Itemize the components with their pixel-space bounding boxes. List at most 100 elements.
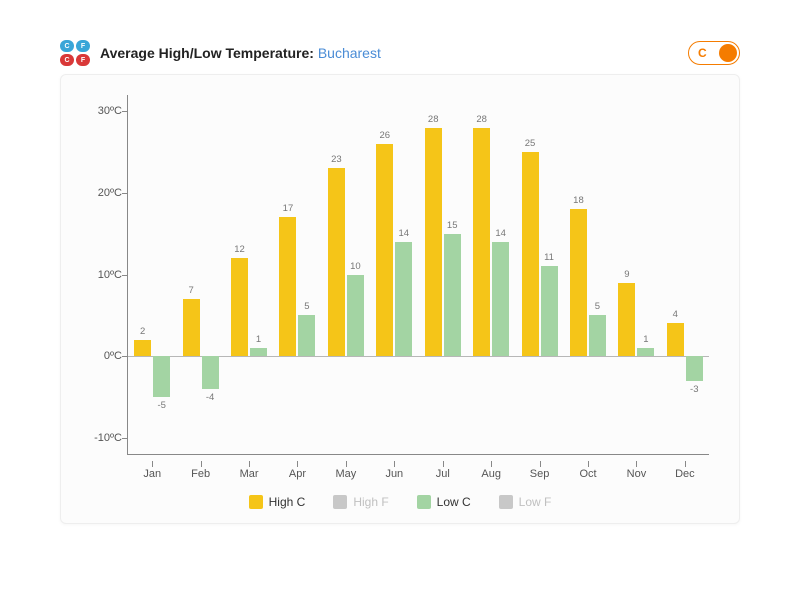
x-tick: May [322, 468, 370, 480]
bar-low: 1 [637, 348, 654, 356]
bar-low-neg: -4 [202, 356, 219, 389]
bar-low: 10 [347, 275, 364, 357]
legend-item[interactable]: Low F [499, 495, 552, 509]
bar-low: 5 [589, 315, 606, 356]
y-tick: 30ºC [82, 105, 122, 117]
bar-group: 121 [231, 258, 267, 356]
bar-group: 2814 [473, 128, 509, 356]
y-tick: 0ºC [82, 350, 122, 362]
legend-label: High F [353, 495, 388, 509]
bar-high: 28 [473, 128, 490, 356]
icon-c-red: C [60, 54, 74, 66]
chart-card: JanFebMarAprMayJunJulAugSepOctNovDec -10… [60, 74, 740, 524]
unit-icons: C F C F [60, 40, 90, 66]
icon-f-blue: F [76, 40, 90, 52]
icon-f-red: F [76, 54, 90, 66]
legend-item[interactable]: High F [333, 495, 388, 509]
bar-value-label: 18 [573, 195, 584, 206]
bar-low: 15 [444, 234, 461, 356]
x-tick: Sep [515, 468, 563, 480]
bar-high: 4 [667, 323, 684, 356]
bar-group: 2815 [425, 128, 461, 356]
legend-swatch [417, 495, 431, 509]
temperature-widget: C F C F Average High/Low Temperature: Bu… [60, 40, 740, 524]
x-tick: Nov [612, 468, 660, 480]
bar-high: 17 [279, 217, 296, 356]
bar-value-label: 10 [350, 261, 361, 272]
toggle-knob [719, 44, 737, 62]
bar-value-label: 7 [188, 285, 193, 296]
bar-group: 2511 [522, 152, 558, 356]
bar-value-label: -4 [206, 392, 214, 403]
y-tick: 20ºC [82, 187, 122, 199]
y-tick: 10ºC [82, 269, 122, 281]
bar-value-label: -5 [157, 400, 165, 411]
bar-value-label: 14 [398, 228, 409, 239]
bar-value-label: 9 [624, 269, 629, 280]
bar-group: 91 [618, 283, 654, 356]
bar-low: 1 [250, 348, 267, 356]
legend-swatch [499, 495, 513, 509]
x-tick: Jul [419, 468, 467, 480]
chart-title: Average High/Low Temperature: Bucharest [100, 45, 381, 61]
x-tick: Aug [467, 468, 515, 480]
bar-high: 9 [618, 283, 635, 356]
bar-high: 12 [231, 258, 248, 356]
bar-value-label: 28 [428, 114, 439, 125]
bar-low: 5 [298, 315, 315, 356]
legend-label: Low F [519, 495, 552, 509]
bar-group: 7 [183, 299, 219, 356]
unit-toggle[interactable]: C [688, 41, 740, 65]
bar-group: 2614 [376, 144, 412, 356]
legend-item[interactable]: High C [249, 495, 306, 509]
bar-high: 23 [328, 168, 345, 356]
legend: High C High F Low C Low F [81, 495, 719, 509]
bar-chart: JanFebMarAprMayJunJulAugSepOctNovDec -10… [127, 95, 709, 455]
bar-group: 175 [279, 217, 315, 356]
bar-value-label: 5 [304, 301, 309, 312]
bar-high: 25 [522, 152, 539, 356]
bar-value-label: 17 [283, 203, 294, 214]
legend-label: Low C [437, 495, 471, 509]
bar-low-neg: -5 [153, 356, 170, 397]
bar-value-label: 1 [643, 334, 648, 345]
bar-low: 14 [395, 242, 412, 356]
bar-low: 14 [492, 242, 509, 356]
bar-high: 7 [183, 299, 200, 356]
bar-value-label: 14 [495, 228, 506, 239]
bar-group: 185 [570, 209, 606, 356]
bar-value-label: -3 [690, 384, 698, 395]
bar-value-label: 25 [525, 138, 536, 149]
bar-value-label: 28 [476, 114, 487, 125]
bar-value-label: 23 [331, 154, 342, 165]
x-tick: Oct [564, 468, 612, 480]
bar-high: 26 [376, 144, 393, 356]
legend-item[interactable]: Low C [417, 495, 471, 509]
bar-value-label: 2 [140, 326, 145, 337]
bar-high: 2 [134, 340, 151, 356]
bar-group-neg: -5 [134, 356, 170, 397]
x-tick: Jan [128, 468, 176, 480]
bar-high: 18 [570, 209, 587, 356]
bar-value-label: 15 [447, 220, 458, 231]
bar-value-label: 26 [379, 130, 390, 141]
x-tick: Feb [176, 468, 224, 480]
bar-low: 11 [541, 266, 558, 356]
bar-value-label: 12 [234, 244, 245, 255]
bar-high: 28 [425, 128, 442, 356]
toggle-label: C [698, 46, 707, 60]
x-axis: JanFebMarAprMayJunJulAugSepOctNovDec [128, 468, 709, 480]
x-tick: Dec [661, 468, 709, 480]
bar-value-label: 1 [256, 334, 261, 345]
widget-header: C F C F Average High/Low Temperature: Bu… [60, 40, 740, 66]
legend-swatch [249, 495, 263, 509]
bar-value-label: 11 [544, 252, 554, 263]
y-tick: -10ºC [82, 432, 122, 444]
title-prefix: Average High/Low Temperature: [100, 45, 314, 61]
bar-group-neg: -3 [667, 356, 703, 380]
legend-swatch [333, 495, 347, 509]
bar-group: 4 [667, 323, 703, 356]
legend-label: High C [269, 495, 306, 509]
bar-group-neg: -4 [183, 356, 219, 389]
bar-low-neg: -3 [686, 356, 703, 380]
